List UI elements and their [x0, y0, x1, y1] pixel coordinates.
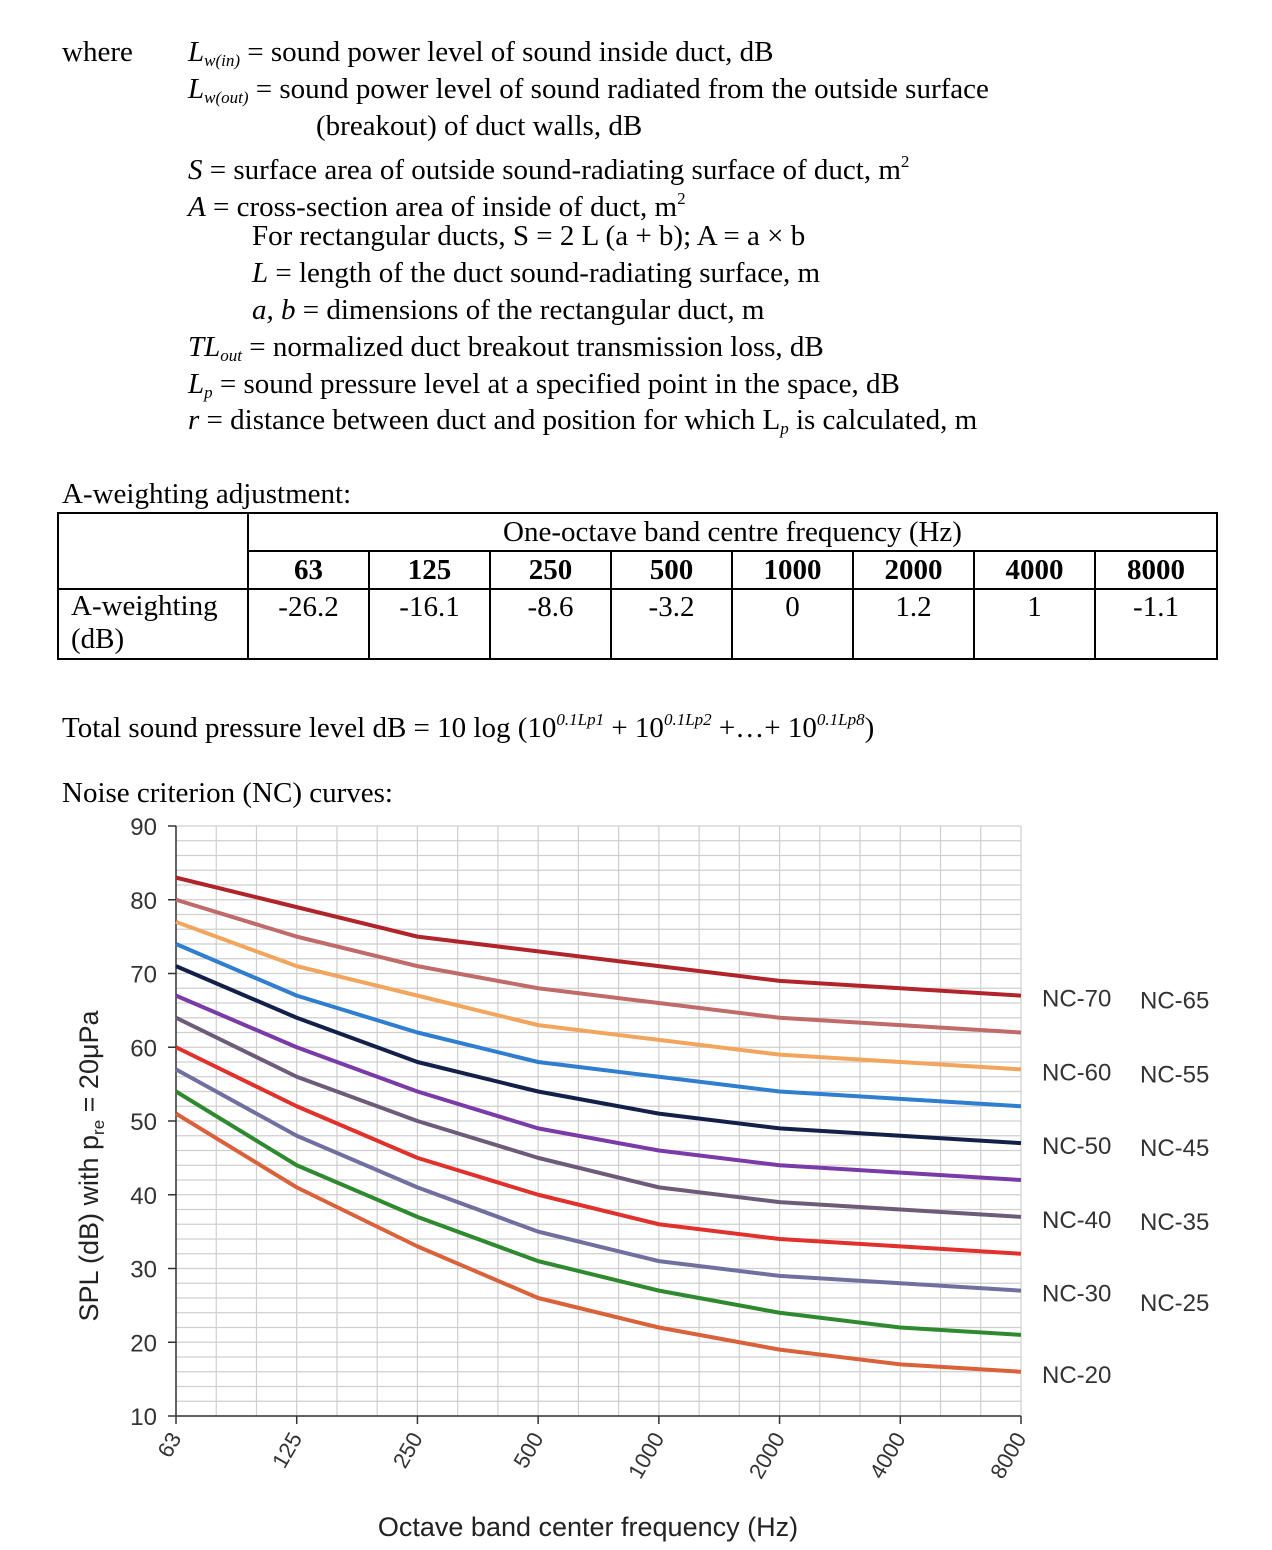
header-span-cell: One-octave band centre frequency (Hz)	[247, 512, 1218, 552]
frequency-row: 63 125 250 500 1000 2000 4000 8000	[58, 550, 1218, 590]
freq-cell: 500	[610, 550, 733, 590]
y-tick-label: 30	[130, 1257, 157, 1284]
def-r: r = distance between duct and position f…	[188, 404, 978, 438]
x-tick-label: 1000	[623, 1428, 669, 1483]
curve-label: NC-30	[1042, 1281, 1111, 1308]
curve-label: NC-60	[1042, 1059, 1111, 1086]
a-weighting-table: One-octave band centre frequency (Hz) 63…	[57, 512, 1218, 660]
y-tick-label: 20	[130, 1330, 157, 1357]
y-tick-label: 40	[130, 1183, 157, 1210]
value-cell: -3.2	[610, 588, 733, 660]
freq-cell: 8000	[1094, 550, 1218, 590]
y-tick-label: 80	[130, 888, 157, 915]
series-line-nc-65	[175, 897, 1022, 1035]
row-label-cell: A-weighting (dB)	[57, 588, 249, 660]
series-line-nc-30	[175, 1067, 1022, 1293]
freq-cell: 63	[247, 550, 370, 590]
def-l: L = length of the duct sound-radiating s…	[252, 257, 821, 289]
x-tick-label: 8000	[985, 1428, 1031, 1483]
y-tick-label: 70	[130, 962, 157, 989]
x-tick-label: 500	[508, 1428, 548, 1472]
curve-label: NC-35	[1140, 1209, 1209, 1236]
y-axis-title: SPL (dB) with pre = 20μPa	[74, 1009, 108, 1321]
freq-cell: 125	[368, 550, 491, 590]
def-breakout: (breakout) of duct walls, dB	[316, 110, 643, 142]
value-cell: 0	[731, 588, 854, 660]
series-line-nc-35	[175, 1045, 1022, 1256]
curve-label: NC-20	[1042, 1362, 1111, 1389]
def-lw-in: Lw(in) = sound power level of sound insi…	[188, 36, 774, 70]
series-line-nc-60	[175, 919, 1022, 1072]
value-cell: 1	[973, 588, 1096, 660]
value-cell: 1.2	[852, 588, 975, 660]
def-lp: Lp = sound pressure level at a specified…	[188, 368, 900, 402]
def-rect: For rectangular ducts, S = 2 L (a + b); …	[252, 220, 806, 252]
x-tick-label: 250	[388, 1428, 428, 1472]
table-corner-cell	[57, 512, 249, 590]
y-tick-label: 10	[130, 1404, 157, 1431]
value-row: A-weighting (dB) -26.2 -16.1 -8.6 -3.2 0 …	[57, 588, 1218, 660]
value-cell: -26.2	[247, 588, 370, 660]
value-cell: -16.1	[368, 588, 491, 660]
x-tick-label: 63	[152, 1428, 186, 1462]
x-axis-title: Octave band center frequency (Hz)	[378, 1512, 798, 1542]
def-tlout: TLout = normalized duct breakout transmi…	[188, 331, 824, 365]
curve-label: NC-40	[1042, 1207, 1111, 1234]
curve-label: NC-70	[1042, 986, 1111, 1013]
curve-label: NC-65	[1140, 988, 1209, 1015]
where-label: where	[62, 36, 133, 68]
value-cell: -8.6	[489, 588, 612, 660]
def-ab: a, b = dimensions of the rectangular duc…	[252, 294, 765, 326]
def-lw-out: Lw(out) = sound power level of sound rad…	[188, 73, 989, 107]
y-tick-label: 50	[130, 1109, 157, 1136]
series-line-nc-70	[175, 875, 1022, 998]
series-line-nc-40	[175, 1015, 1022, 1219]
curve-label: NC-45	[1140, 1135, 1209, 1162]
curve-label: NC-25	[1140, 1290, 1209, 1317]
total-spl-formula: Total sound pressure level dB = 10 log (…	[62, 710, 875, 744]
series-line-nc-55	[175, 942, 1022, 1109]
def-s: S = surface area of outside sound-radiat…	[188, 152, 910, 186]
y-tick-label: 90	[130, 814, 157, 841]
freq-cell: 2000	[852, 550, 975, 590]
freq-cell: 1000	[731, 550, 854, 590]
series-line-nc-45	[175, 993, 1022, 1182]
def-a: A = cross-section area of inside of duct…	[188, 189, 686, 223]
x-tick-label: 4000	[864, 1428, 910, 1483]
a-weighting-heading: A-weighting adjustment:	[62, 478, 352, 510]
curve-label: NC-50	[1042, 1133, 1111, 1160]
nc-curves-chart: 10 20 30 40 50 60 70 80 90 63 125 250 500 1000 2000 400…	[74, 814, 1209, 1542]
curve-label: NC-55	[1140, 1061, 1209, 1088]
freq-cell: 4000	[973, 550, 1096, 590]
nc-heading: Noise criterion (NC) curves:	[62, 777, 393, 809]
series-line-nc-25	[174, 1089, 1022, 1337]
y-tick-label: 60	[130, 1035, 157, 1062]
value-cell: -1.1	[1094, 588, 1218, 660]
freq-cell: 250	[489, 550, 612, 590]
x-tick-label: 125	[267, 1428, 307, 1472]
x-tick-label: 2000	[744, 1428, 790, 1483]
series-line-nc-50	[175, 964, 1022, 1146]
series-line-nc-20	[174, 1111, 1022, 1374]
